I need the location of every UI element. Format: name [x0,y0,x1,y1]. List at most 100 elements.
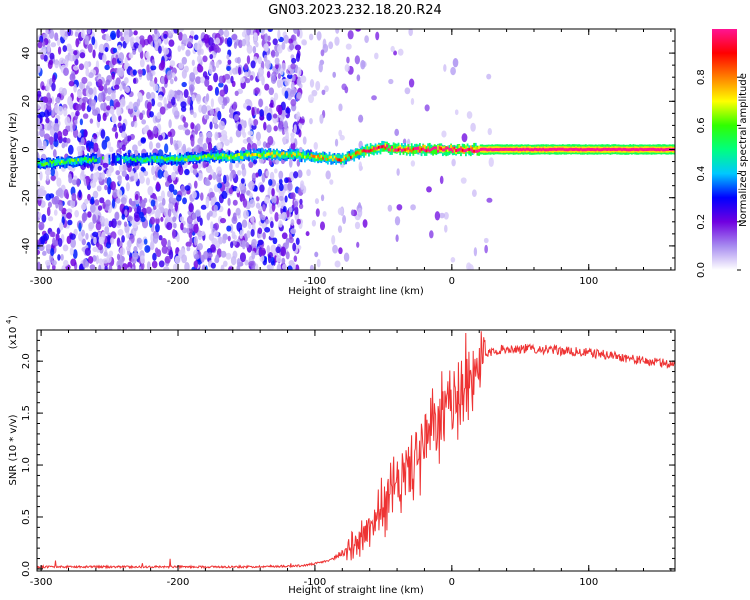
spectrogram-ridge-cell [179,157,181,161]
spectrogram-cell [262,204,266,211]
spectrogram-ridge-cell [42,163,45,167]
spectrogram-cell [45,117,50,124]
spectrogram-cell [126,240,132,248]
spectrogram-cell [319,114,324,124]
spectrogram-ridge-cell [486,148,489,152]
spectrogram-cell [54,32,59,42]
spectrogram-ridge-cell [326,154,329,161]
spectrogram-cell [332,71,337,78]
spectrogram-ridge-cell [460,147,462,151]
spectrogram-ridge-cell [174,154,177,161]
spectrogram-cell [95,172,100,178]
spectrogram-ridge-cell [124,156,127,163]
spectrogram-cell [146,91,151,100]
spectrogram-cell [260,214,266,221]
spectrogram-cell [110,30,117,40]
spectrogram-cell [57,105,64,116]
spectrogram-cell [263,54,268,63]
spectrogram-cell [210,244,216,253]
spectrogram-cell [220,264,225,270]
spectrogram-ridge-cell [292,151,295,155]
spectrogram-cell [148,141,153,150]
spectrogram-cell [184,185,191,191]
spectrogram-cell [146,72,151,81]
spectrogram-cell [311,219,317,227]
spectrogram-cell [88,72,94,79]
spectrogram-ridge-cell [453,146,456,150]
spectrogram-ridge-cell [154,155,157,162]
spectrogram-ridge-cell [279,154,282,158]
spectrogram-cell [185,49,191,57]
spectrogram-cell [191,190,197,199]
spectrogram-ridge-cell [73,158,76,162]
spectrogram-cell [387,204,393,212]
spectrogram-cell [146,101,152,111]
spectrogram-ridge-cell [366,145,369,152]
spectrogram-cell [79,52,86,59]
spectrogram-cell [114,131,119,139]
spectrogram-cell [111,115,117,124]
spectrogram-cell [104,136,110,143]
spectrogram-ridge-cell [450,148,453,152]
spectrogram-cell [149,216,156,225]
spectrogram-cell [118,67,125,77]
spectrogram-cell [245,242,250,249]
spectrogram-ridge-cell [313,154,316,158]
spectrogram-cell [58,201,64,212]
spectrogram-cell [345,43,352,50]
spectrogram-ridge-cell [124,156,127,160]
spectrogram-cell [180,185,186,193]
spectrogram-ridge-cell [530,148,533,152]
spectrogram-ridge-cell [65,160,68,164]
y-tick-label: -40 [21,238,32,254]
spectrogram-cell [47,201,53,208]
snr-multiplier: (x10 4 ) [5,315,19,349]
spectrogram-ridge-cell [205,155,208,159]
spectrogram-cell [184,168,190,176]
spectrogram-cell [269,171,275,181]
spectrogram-ridge-cell [568,147,571,151]
spectrogram-cell [251,142,258,152]
spectrogram-cell [252,45,257,54]
spectrogram-ridge-cell [515,147,518,151]
spectrogram-cell [217,182,223,189]
spectrogram-cell [122,40,127,49]
spectrogram-ridge-cell [302,151,305,158]
spectrogram-cell [362,219,368,228]
spectrogram-cell [233,41,238,49]
spectrogram-cell [214,257,220,264]
spectrogram-ridge-cell [435,148,438,155]
spectrogram-cell [181,81,187,88]
spectrogram-cell [236,221,243,232]
spectrogram-cell [192,163,199,170]
spectrogram-cell [41,214,47,223]
spectrogram-cell [166,103,173,109]
spectrogram-ridge-cell [437,144,439,151]
spectrogram-cell [85,232,89,240]
snr-x-ticks: -300 -200 -100 0 100 [30,330,672,588]
spectrogram-cell [277,29,281,40]
spectrogram-ridge-cell [353,152,356,156]
spectrogram-cell [344,86,349,94]
spectrogram-cell [259,109,264,117]
spectrogram-ridge-cell [318,152,321,159]
spectrogram-cell [37,249,41,256]
spectrogram-ridge-cell [384,146,387,150]
spectrogram-cell [67,144,74,155]
spectrogram-ridge-cell [256,153,259,157]
spectrogram-ridge-cell [359,150,362,154]
spectrogram-ridge-cell [162,157,165,161]
spectrogram-cell [105,79,111,86]
spectrogram-cell [295,52,301,62]
spectrogram-cell [127,107,134,115]
spectrogram-ridge-cell [400,149,403,153]
spectrogram-cell [254,185,258,192]
spectrogram-cell [201,104,208,115]
spectrogram-cell [259,115,265,121]
spectrogram-ridge-cell [381,145,384,152]
spectrogram-cell [135,36,141,44]
spectrogram-cell [133,172,139,182]
spectrogram-cell [218,75,224,84]
spectrogram-cell [43,233,50,241]
spectrogram-ridge-cell [80,158,83,165]
